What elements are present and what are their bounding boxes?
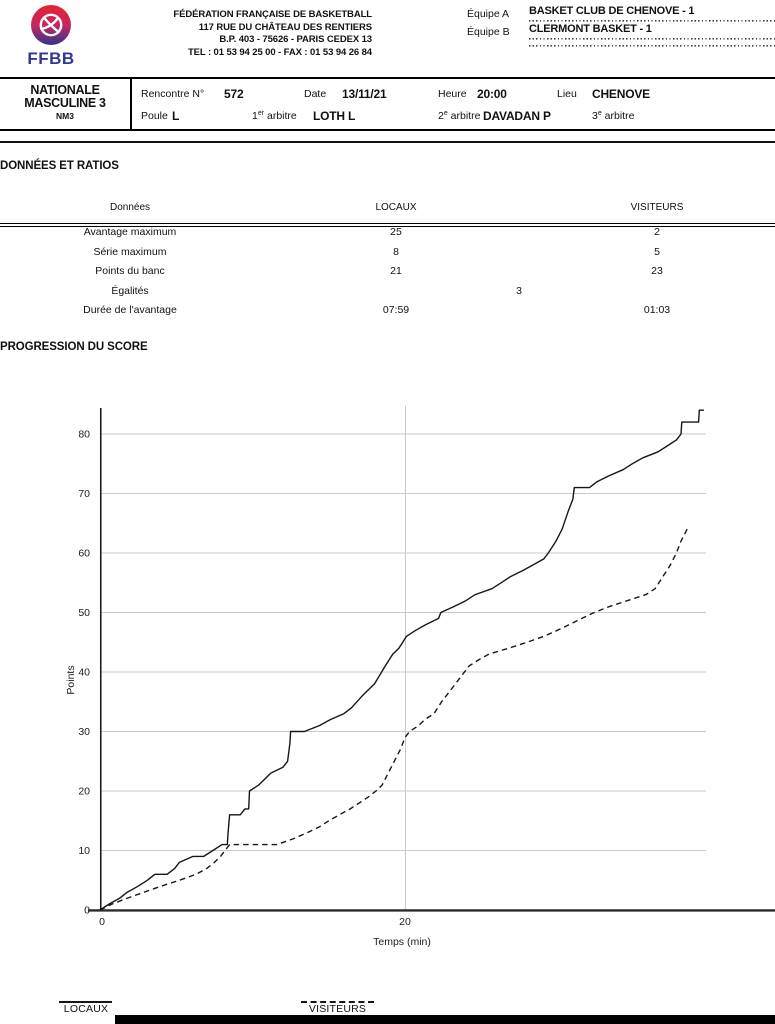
x-axis-title: Temps (min): [373, 936, 431, 948]
team-b-label: Équipe B: [467, 26, 510, 38]
ffbb-logo: FFBB: [24, 3, 80, 69]
arbitre2-label: 2e arbitre: [438, 110, 481, 122]
date-label: Date: [304, 88, 327, 100]
row-value-locaux: 25: [390, 226, 402, 238]
team-b-name: CLERMONT BASKET - 1: [529, 23, 652, 35]
x-axis-tick-labels: 0 20: [99, 916, 411, 928]
lieu-value: CHENOVE: [592, 86, 650, 101]
score-progression-chart: 0 10 20 30 40 50 60 70 80 0 20 Points Temps (min): [65, 406, 775, 948]
ffbb-logo-text: FFBB: [27, 49, 74, 68]
row-label: Points du banc: [95, 265, 165, 277]
match-info-box: NATIONALE MASCULINE 3 NM3 Rencontre N° 5…: [0, 77, 775, 131]
division-name: NATIONALE: [30, 83, 100, 97]
arbitre1-label: 1er arbitre: [252, 110, 297, 122]
poule-value: L: [172, 108, 180, 123]
visiteurs-score-line: [99, 528, 688, 911]
donnees-section-title: DONNÉES ET RATIOS: [0, 160, 119, 172]
bottom-bar: [115, 1015, 775, 1024]
federation-line: 117 RUE DU CHÂTEAU DES RENTIERS: [198, 21, 372, 33]
row-label: Avantage maximum: [83, 226, 177, 238]
row-label: Durée de l'avantage: [83, 304, 177, 316]
team-a-dotted-line: [529, 20, 775, 22]
date-value: 13/11/21: [342, 86, 387, 101]
row-value-visiteurs: 5: [654, 245, 660, 258]
svg-text:20: 20: [399, 916, 411, 928]
y-axis-title: Points: [65, 665, 77, 694]
heure-value: 20:00: [477, 86, 507, 101]
division-code: NM3: [56, 111, 74, 121]
row-label: Égalités: [111, 284, 149, 297]
svg-text:0: 0: [84, 905, 90, 917]
row-value-visiteurs: 01:03: [643, 304, 671, 316]
row-value-center: 3: [516, 284, 522, 297]
svg-text:60: 60: [78, 548, 90, 560]
svg-text:20: 20: [78, 786, 90, 798]
team-a-row: Équipe A BASKET CLUB DE CHENOVE - 1: [467, 5, 775, 22]
svg-text:0: 0: [99, 916, 105, 928]
federation-line: TEL : 01 53 94 25 00 - FAX : 01 53 94 26…: [187, 46, 372, 58]
svg-text:40: 40: [78, 667, 90, 679]
rencontre-value: 572: [224, 86, 244, 101]
basketball-icon: [39, 13, 63, 37]
lieu-label: Lieu: [557, 88, 577, 100]
svg-text:70: 70: [78, 488, 90, 500]
legend-visiteurs-label: VISITEURS: [308, 1003, 367, 1015]
team-a-name: BASKET CLUB DE CHENOVE - 1: [529, 5, 695, 17]
team-a-label: Équipe A: [467, 8, 510, 20]
division-cell: NATIONALE MASCULINE 3 NM3: [0, 79, 132, 129]
team-b-dotted-line: [529, 38, 775, 40]
column-header-visiteurs: VISITEURS: [630, 202, 684, 213]
column-header-locaux: LOCAUX: [375, 202, 417, 213]
progression-section-title: PROGRESSION DU SCORE: [0, 341, 148, 353]
legend-locaux-line: [59, 1001, 112, 1003]
svg-text:10: 10: [78, 845, 90, 857]
row-value-locaux: 07:59: [382, 304, 410, 316]
svg-text:50: 50: [78, 607, 90, 619]
chart-gridlines: [100, 433, 706, 851]
division-name: MASCULINE 3: [24, 96, 106, 110]
y-axis-tick-labels: 0 10 20 30 40 50 60 70 80: [78, 429, 90, 917]
row-value-visiteurs: 2: [654, 226, 660, 238]
ffbb-logo-icon: FFBB: [27, 5, 74, 68]
row-label: Série maximum: [93, 245, 167, 258]
arbitre3-label: 3e arbitre: [592, 110, 635, 122]
heure-label: Heure: [438, 88, 467, 100]
svg-text:30: 30: [78, 726, 90, 738]
row-value-locaux: 21: [390, 265, 402, 277]
federation-address: FÉDÉRATION FRANÇAISE DE BASKETBALL 117 R…: [130, 9, 372, 59]
poule-label: Poule: [141, 110, 168, 122]
federation-line: FÉDÉRATION FRANÇAISE DE BASKETBALL: [173, 9, 372, 20]
team-b-row: Équipe B CLERMONT BASKET - 1: [467, 23, 775, 40]
svg-text:80: 80: [78, 429, 90, 441]
federation-line: B.P. 403 - 75626 - PARIS CEDEX 13: [219, 34, 372, 46]
row-value-visiteurs: 23: [651, 265, 663, 277]
table-header-rule: [0, 223, 775, 227]
column-header-donnees: Données: [109, 202, 151, 213]
header-divider-rule: [0, 141, 775, 143]
locaux-score-line: [99, 409, 704, 911]
row-value-locaux: 8: [393, 245, 399, 258]
legend-visiteurs-line: [301, 1001, 374, 1003]
legend-locaux-label: LOCAUX: [63, 1003, 109, 1015]
rencontre-label: Rencontre N°: [141, 88, 205, 100]
arbitre1-value: LOTH L: [313, 108, 356, 123]
arbitre2-value: DAVADAN P: [483, 108, 551, 123]
extra-dotted-line: [529, 45, 775, 47]
